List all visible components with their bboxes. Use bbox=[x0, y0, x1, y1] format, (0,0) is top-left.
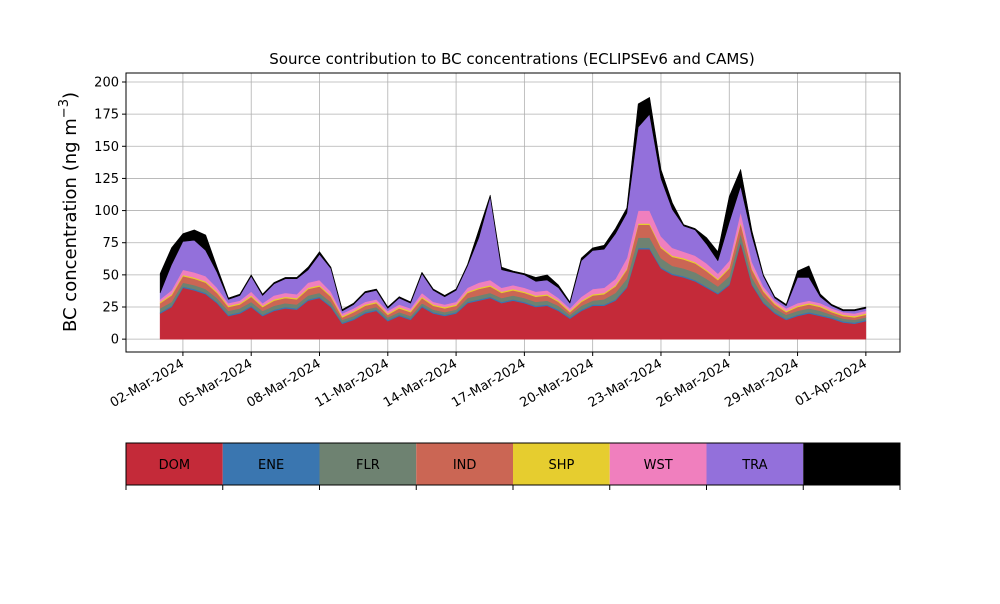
legend-swatch-tra bbox=[706, 443, 804, 485]
y-tick-label: 125 bbox=[94, 172, 119, 187]
plot-frame bbox=[125, 72, 901, 353]
chart-title: Source contribution to BC concentrations… bbox=[269, 50, 754, 68]
legend-swatch-wst bbox=[609, 443, 707, 485]
legend-swatch-ind bbox=[416, 443, 513, 485]
stacked-areas bbox=[159, 97, 867, 340]
y-axis-label-exponent: −3 bbox=[57, 99, 72, 118]
area-bb bbox=[159, 97, 867, 312]
y-axis-label-close: ) bbox=[60, 92, 81, 99]
legend-swatch-flr bbox=[319, 443, 417, 485]
y-axis: 0 25 50 75 100 125 150 175 200 bbox=[94, 76, 126, 348]
legend-swatch-bb bbox=[803, 443, 900, 485]
legend-colorbar: DOM ENE FLR IND SHP WST TRA BB bbox=[125, 442, 901, 490]
legend-label: DOM bbox=[159, 458, 190, 473]
legend-label: BB bbox=[843, 458, 861, 473]
y-tick-label: 50 bbox=[102, 268, 119, 283]
y-axis-label-main: BC concentration (ng m bbox=[60, 118, 81, 332]
legend-label: SHP bbox=[548, 458, 574, 473]
legend-swatch-ene bbox=[222, 443, 320, 485]
y-tick-label: 75 bbox=[102, 236, 119, 251]
legend-swatch-shp bbox=[513, 443, 610, 485]
y-tick-label: 25 bbox=[102, 301, 119, 316]
legend-label: WST bbox=[644, 458, 673, 473]
legend-label: TRA bbox=[741, 458, 767, 473]
y-tick-label: 100 bbox=[94, 204, 119, 219]
legend-label: IND bbox=[453, 458, 477, 473]
y-tick-label: 175 bbox=[94, 108, 119, 123]
legend-label: ENE bbox=[258, 458, 284, 473]
y-axis-label: BC concentration (ng m−3) bbox=[57, 92, 81, 332]
y-tick-label: 150 bbox=[94, 140, 119, 155]
legend-frame bbox=[125, 442, 901, 486]
y-tick-label: 0 bbox=[111, 333, 119, 348]
y-tick-label: 200 bbox=[94, 76, 119, 91]
legend-swatch-dom bbox=[126, 443, 223, 485]
legend-label: FLR bbox=[356, 458, 380, 473]
